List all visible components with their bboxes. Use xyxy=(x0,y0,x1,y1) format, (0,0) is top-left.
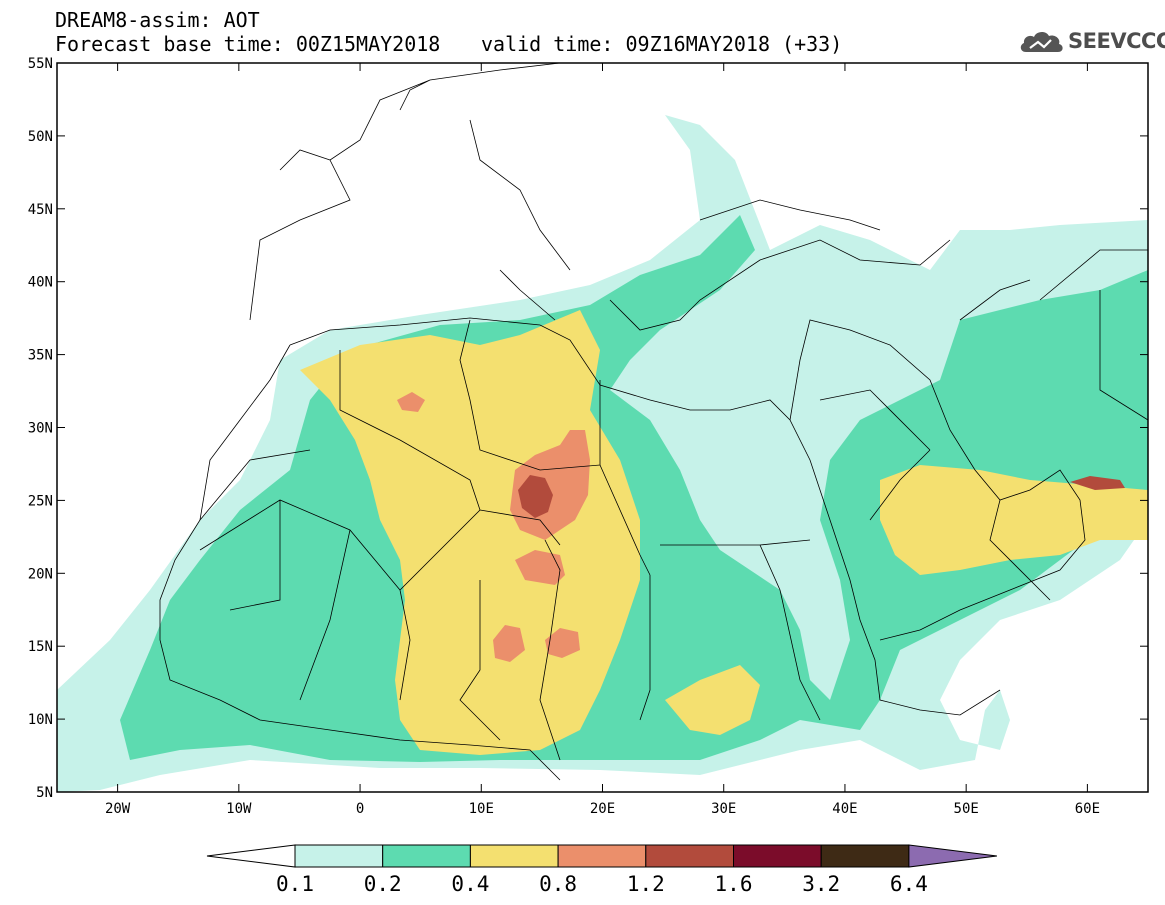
aot-band-0.8-e xyxy=(397,392,425,412)
coastline-africa xyxy=(159,317,1001,781)
aot-band-1.2 xyxy=(518,475,553,518)
longitude-ticks: 20W 10W 0 10E 20E 30E 40E 50E 60E xyxy=(105,63,1100,817)
lat-tick-label: 50N xyxy=(28,129,53,145)
colorbar-label: 1.2 xyxy=(627,872,665,896)
aot-band-0.8-d xyxy=(545,628,580,658)
latitude-ticks: 55N 50N 45N 40N 35N 30N 25N 20N 15N 10N 5N xyxy=(28,56,1148,801)
lat-tick-label: 40N xyxy=(28,275,53,291)
colorbar-segment xyxy=(645,844,734,868)
lat-tick-label: 15N xyxy=(28,639,53,655)
coastline-europe xyxy=(249,63,951,331)
lon-tick-label: 20W xyxy=(105,801,131,817)
colorbar-segment xyxy=(820,844,910,868)
lat-tick-label: 20N xyxy=(28,566,53,582)
colorbar-segment xyxy=(382,844,471,868)
logo-text: SEEVCCC xyxy=(1068,29,1165,53)
aot-contour-fields xyxy=(57,115,1148,792)
lat-tick-label: 30N xyxy=(28,421,53,437)
colorbar-label: 3.2 xyxy=(802,872,840,896)
base-time-text: Forecast base time: 00Z15MAY2018 xyxy=(55,32,441,56)
lon-tick-label: 10E xyxy=(469,801,494,817)
lat-tick-label: 45N xyxy=(28,202,53,218)
colorbar: 0.1 0.2 0.4 0.8 1.2 1.6 3.2 6.4 xyxy=(206,844,997,896)
seevccc-logo: SEEVCCC xyxy=(1018,26,1165,56)
colorbar-label: 0.2 xyxy=(364,872,402,896)
colorbar-arrow-above xyxy=(908,844,997,868)
lon-tick-label: 40E xyxy=(832,801,857,817)
lon-tick-label: 50E xyxy=(954,801,979,817)
border-lines xyxy=(199,249,1148,761)
valid-time-text: valid time: 09Z16MAY2018 (+33) xyxy=(481,32,843,56)
colorbar-label: 0.8 xyxy=(539,872,577,896)
lat-tick-label: 5N xyxy=(36,785,53,801)
lon-tick-label: 60E xyxy=(1075,801,1100,817)
coastline-arabia xyxy=(789,319,1086,641)
colorbar-label: 0.4 xyxy=(451,872,489,896)
lon-tick-label: 10W xyxy=(226,801,252,817)
lat-tick-label: 25N xyxy=(28,493,53,509)
cloud-icon xyxy=(1020,31,1063,52)
colorbar-segment xyxy=(557,844,647,868)
colorbar-arrow-below xyxy=(206,844,296,868)
colorbar-segment xyxy=(469,844,559,868)
aot-band-0.8-b xyxy=(515,550,565,585)
lon-tick-label: 20E xyxy=(590,801,615,817)
lon-tick-label: 30E xyxy=(711,801,736,817)
lat-tick-label: 10N xyxy=(28,712,53,728)
lon-tick-label: 0 xyxy=(356,801,364,817)
colorbar-label: 0.1 xyxy=(276,872,314,896)
aot-band-0.8-c xyxy=(493,625,525,662)
aot-band-1.2-gulf xyxy=(1070,476,1125,490)
colorbar-label: 6.4 xyxy=(890,872,928,896)
aot-band-0.4-sudan xyxy=(665,665,760,735)
country-borders xyxy=(159,63,1148,781)
forecast-time-line: Forecast base time: 00Z15MAY2018 valid ti… xyxy=(55,32,842,56)
colorbar-label: 1.6 xyxy=(715,872,753,896)
colorbar-segment xyxy=(294,844,384,868)
lat-tick-label: 55N xyxy=(28,56,53,72)
lat-tick-label: 35N xyxy=(28,348,53,364)
aot-band-0.4-east xyxy=(880,465,1148,575)
colorbar-segment xyxy=(733,844,822,868)
chart-title: DREAM8-assim: AOT xyxy=(55,8,260,32)
